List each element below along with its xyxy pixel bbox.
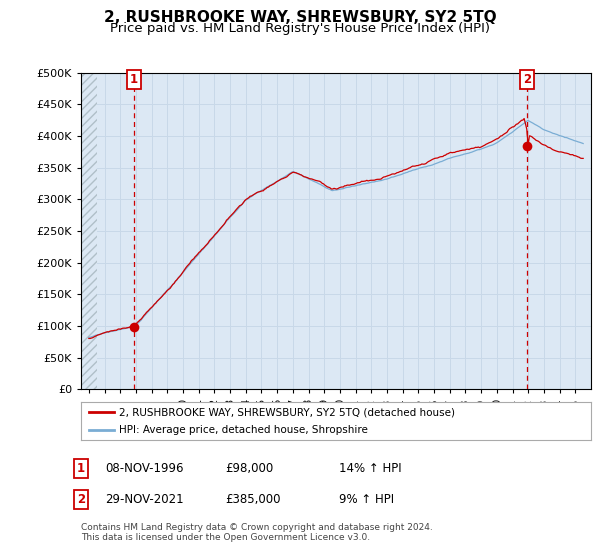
Text: 2, RUSHBROOKE WAY, SHREWSBURY, SY2 5TQ: 2, RUSHBROOKE WAY, SHREWSBURY, SY2 5TQ: [104, 10, 496, 25]
Text: £98,000: £98,000: [225, 462, 273, 475]
Text: 2, RUSHBROOKE WAY, SHREWSBURY, SY2 5TQ (detached house): 2, RUSHBROOKE WAY, SHREWSBURY, SY2 5TQ (…: [119, 407, 455, 417]
Text: 14% ↑ HPI: 14% ↑ HPI: [339, 462, 401, 475]
Text: 9% ↑ HPI: 9% ↑ HPI: [339, 493, 394, 506]
Text: Contains HM Land Registry data © Crown copyright and database right 2024.
This d: Contains HM Land Registry data © Crown c…: [81, 522, 433, 542]
Text: 2: 2: [77, 493, 85, 506]
Text: 2: 2: [523, 73, 531, 86]
Text: 08-NOV-1996: 08-NOV-1996: [105, 462, 184, 475]
Text: 29-NOV-2021: 29-NOV-2021: [105, 493, 184, 506]
Text: HPI: Average price, detached house, Shropshire: HPI: Average price, detached house, Shro…: [119, 425, 368, 435]
Text: 1: 1: [130, 73, 138, 86]
Bar: [81, 73, 97, 389]
Text: £385,000: £385,000: [225, 493, 281, 506]
Text: Price paid vs. HM Land Registry's House Price Index (HPI): Price paid vs. HM Land Registry's House …: [110, 22, 490, 35]
Text: 1: 1: [77, 462, 85, 475]
